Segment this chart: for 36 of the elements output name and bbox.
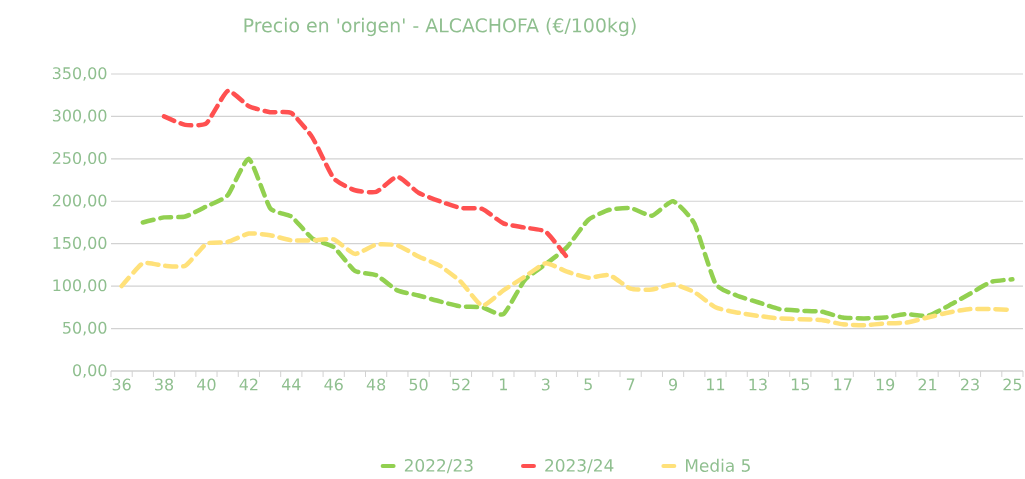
legend-label: 2022/23 [404, 458, 473, 474]
x-tick-label: 23 [961, 378, 979, 391]
x-tick-label: 44 [281, 378, 301, 391]
x-tick-label: 17 [834, 378, 852, 391]
y-tick-label: 350,00 [52, 67, 107, 81]
line-series [161, 88, 570, 260]
x-tick-label: 25 [1003, 378, 1022, 391]
x-tick-label: 5 [584, 378, 592, 391]
y-tick-label: 200,00 [52, 194, 107, 209]
x-tick-label: 40 [197, 378, 216, 391]
x-tick-label: 36 [112, 378, 131, 391]
y-tick-label: 250,00 [52, 152, 107, 166]
x-tick-label: 42 [239, 378, 258, 391]
x-tick-label: 3 [541, 378, 550, 391]
x-tick-label: 15 [791, 378, 810, 391]
y-tick-label: 50,00 [63, 321, 107, 336]
y-tick-label: 300,00 [52, 109, 107, 124]
x-tick-label: 52 [452, 378, 470, 391]
y-tick-label: 100,00 [53, 279, 107, 293]
x-tick-label: 11 [707, 378, 725, 391]
x-tick-label: 38 [155, 378, 174, 391]
x-tick-label: 50 [409, 378, 428, 391]
line-series [140, 156, 1015, 321]
y-tick-label: 0,00 [73, 364, 107, 378]
chart-title: Precio en 'origen' - ALCACHOFA (€/100kg) [244, 17, 636, 37]
legend-label: Media 5 [686, 458, 750, 472]
y-tick-label: 150,00 [53, 236, 107, 251]
x-tick-label: 9 [668, 378, 677, 391]
x-tick-label: 1 [500, 378, 507, 391]
x-tick-label: 48 [366, 378, 386, 391]
x-tick-label: 7 [626, 378, 635, 391]
x-tick-label: 13 [749, 378, 767, 391]
legend-label: 2023/24 [545, 458, 614, 474]
x-tick-label: 19 [876, 378, 895, 391]
x-tick-label: 46 [324, 378, 343, 391]
x-tick-label: 21 [918, 378, 937, 391]
